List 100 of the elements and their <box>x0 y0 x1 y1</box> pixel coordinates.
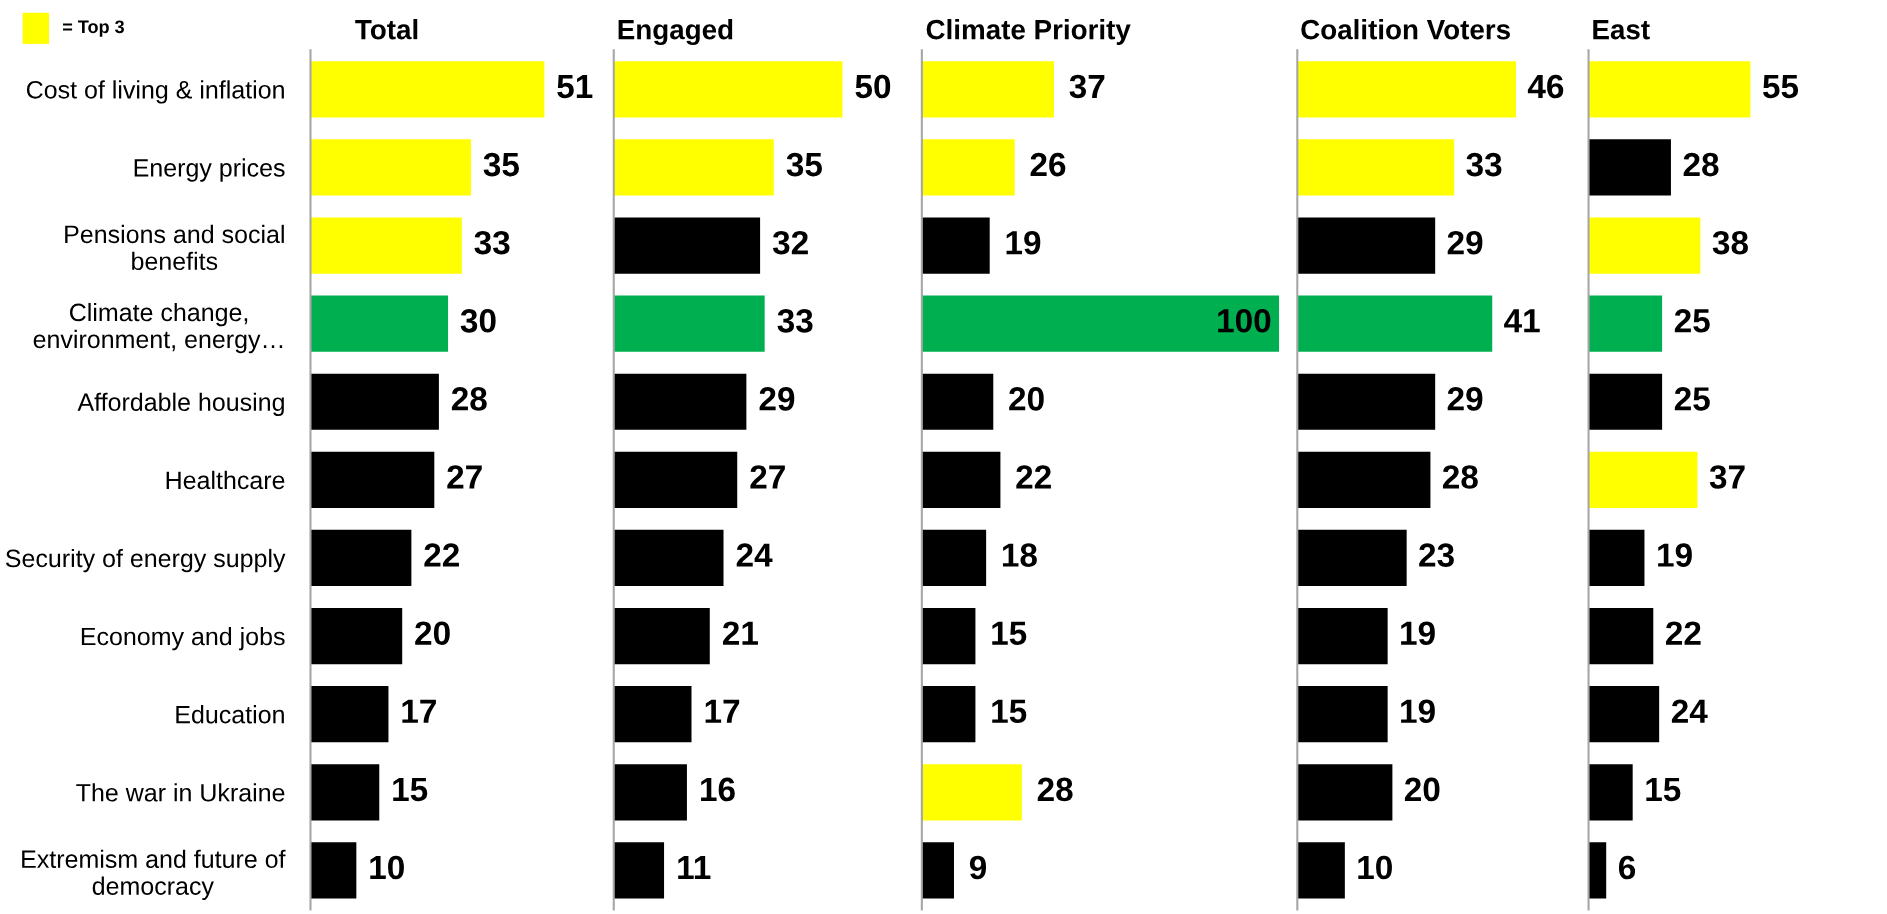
bar <box>1588 764 1633 821</box>
bar <box>921 295 1280 352</box>
data-label: 10 <box>370 855 404 880</box>
data-label: 29 <box>1447 230 1483 255</box>
data-label: 46 <box>1527 74 1564 99</box>
chart-title: Engaged <box>618 19 733 46</box>
bar <box>1588 451 1698 508</box>
bar <box>1297 842 1345 899</box>
y-tick-label: Economy and jobs <box>81 627 285 651</box>
data-label: 19 <box>1658 543 1692 567</box>
data-label: 17 <box>705 699 740 723</box>
data-label: 37 <box>1709 465 1745 489</box>
data-label: 28 <box>1037 777 1073 802</box>
data-label: 20 <box>415 621 450 646</box>
y-tick-label: Cost of living & inflation <box>26 80 284 104</box>
y-tick-label: Healthcare <box>166 470 285 490</box>
data-label: 28 <box>1683 152 1719 177</box>
bar <box>613 607 710 665</box>
bar <box>310 373 439 430</box>
data-label: 38 <box>1712 230 1748 255</box>
data-label: 21 <box>722 621 758 645</box>
bar <box>1297 373 1436 430</box>
data-label: 9 <box>969 855 987 880</box>
data-label: 6 <box>1618 855 1636 880</box>
data-label: 15 <box>1646 777 1681 802</box>
data-label: 15 <box>992 699 1027 724</box>
chart-title: Total <box>355 19 418 40</box>
y-tick-label: Education <box>176 705 284 724</box>
y-tick-label: The war in Ukraine <box>76 783 285 802</box>
data-label: 17 <box>402 699 436 723</box>
data-label: 10 <box>1358 855 1392 880</box>
bar <box>1297 764 1393 821</box>
data-label: 32 <box>772 230 808 255</box>
data-label: 41 <box>1504 309 1540 333</box>
data-label: 26 <box>1030 152 1066 177</box>
bar <box>310 295 449 352</box>
text: = Top 3 <box>63 20 124 37</box>
bar <box>1297 139 1455 196</box>
data-label: 27 <box>447 465 482 489</box>
bar <box>1297 451 1431 508</box>
data-label: 22 <box>1016 465 1051 489</box>
data-label: 24 <box>1671 699 1708 723</box>
bar <box>921 842 954 899</box>
bar <box>1588 529 1645 587</box>
bar <box>310 764 380 821</box>
bar <box>613 61 843 118</box>
bar <box>613 842 665 899</box>
data-label: 11 <box>678 856 711 879</box>
data-label: 19 <box>1401 621 1435 646</box>
data-label: 19 <box>1401 699 1435 724</box>
bar <box>310 529 412 587</box>
data-label: 50 <box>855 74 891 99</box>
data-label: 100 <box>1218 308 1271 333</box>
bar <box>613 529 724 587</box>
data-label: 22 <box>424 543 459 567</box>
bar <box>1588 217 1701 274</box>
bar <box>921 61 1054 118</box>
data-label: 35 <box>483 152 519 177</box>
bar <box>310 686 389 743</box>
data-label: 29 <box>1447 387 1483 411</box>
data-label: 16 <box>701 777 735 802</box>
bar <box>310 61 545 118</box>
data-label: 20 <box>1404 777 1440 802</box>
chart-title: East <box>1593 20 1650 40</box>
data-label: 15 <box>992 621 1027 646</box>
y-tick-label: Affordable housing <box>77 392 284 416</box>
bar <box>613 764 687 821</box>
bar <box>1297 529 1407 587</box>
bar <box>310 217 462 274</box>
data-label: 55 <box>1762 75 1799 99</box>
data-label: 22 <box>1666 621 1701 645</box>
data-label: 33 <box>777 308 813 333</box>
bar <box>613 217 761 274</box>
bar <box>921 451 1001 508</box>
data-label: 25 <box>1674 308 1710 333</box>
data-label: 28 <box>1442 465 1478 489</box>
bar <box>613 451 738 508</box>
bar <box>921 529 987 587</box>
chart-title: Coalition Voters <box>1301 19 1510 40</box>
bar <box>921 686 976 743</box>
bar <box>1297 61 1516 118</box>
bar <box>1588 295 1663 352</box>
data-label: 15 <box>393 777 428 802</box>
bar <box>921 764 1022 821</box>
bar <box>1297 686 1388 743</box>
bar <box>613 373 747 430</box>
bar <box>1297 217 1436 274</box>
y-tick-label: Extremism and future of democracy <box>22 849 286 900</box>
data-label: 18 <box>1002 543 1037 567</box>
bar <box>1297 295 1493 352</box>
data-label: 29 <box>759 387 795 411</box>
bar <box>1297 607 1388 665</box>
data-label: 37 <box>1069 74 1105 99</box>
bar <box>310 139 471 196</box>
data-label: 30 <box>460 308 496 333</box>
bar <box>613 295 765 352</box>
y-tick-label: Climate change, environment, energy… <box>33 302 283 354</box>
bar <box>613 686 692 743</box>
bar <box>310 842 357 899</box>
bar <box>1588 139 1671 196</box>
